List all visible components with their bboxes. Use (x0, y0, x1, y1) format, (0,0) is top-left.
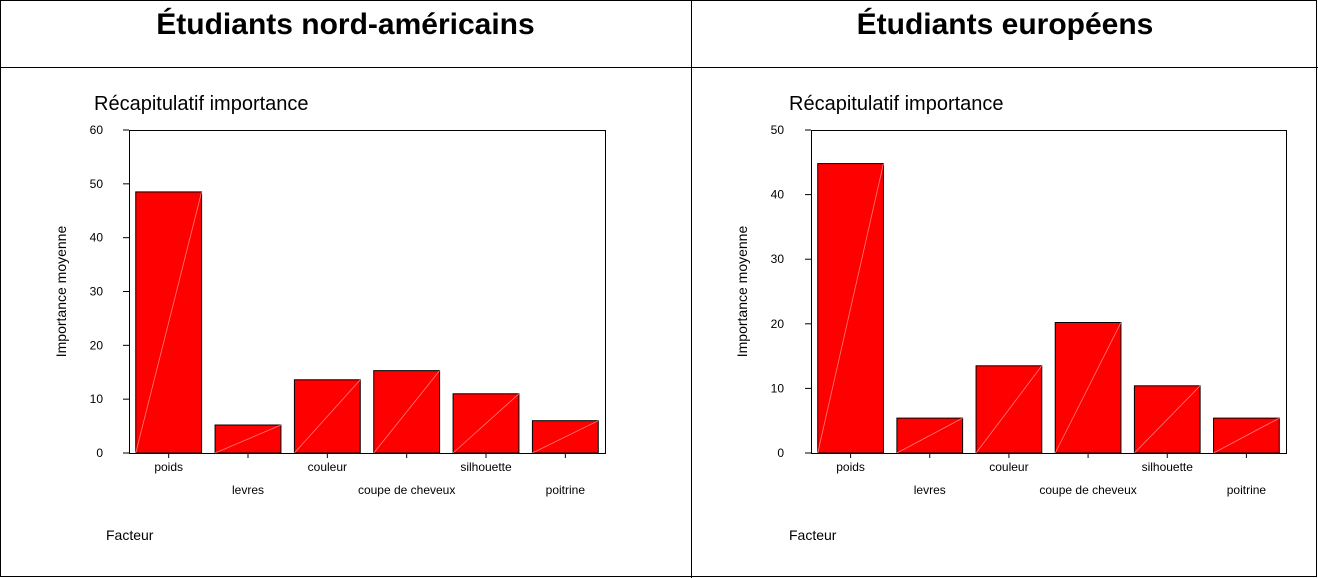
plot-frame (129, 130, 606, 454)
x-tick-label: poids (154, 460, 183, 474)
y-tick-label: 0 (96, 446, 103, 460)
y-tick-label: 60 (90, 123, 104, 137)
x-tick-label: poids (836, 460, 865, 474)
bar-shading-line (817, 163, 884, 454)
panel-heading-north-american: Étudiants nord-américains (156, 8, 535, 41)
x-tick-label: coupe de cheveux (358, 483, 455, 497)
panel-heading-european: Étudiants européens (856, 8, 1154, 41)
x-tick-label: poitrine (1227, 483, 1267, 497)
x-tick-label: levres (914, 483, 946, 497)
chart-title: Récapitulatif importance (789, 93, 1004, 115)
bar-shading-line (373, 370, 440, 454)
bar-shading-line (975, 365, 1043, 454)
y-axis-label: Importance moyenne (53, 226, 69, 358)
y-tick-label: 30 (90, 285, 104, 299)
bar-shading-line (1213, 417, 1280, 454)
plot-frame (811, 130, 1287, 454)
y-tick-label: 50 (771, 123, 785, 137)
chart-title: Récapitulatif importance (94, 93, 309, 115)
y-tick-label: 10 (90, 392, 104, 406)
y-tick-label: 0 (777, 446, 784, 460)
x-axis-label: Facteur (106, 527, 154, 543)
bar-shading-line (532, 420, 599, 454)
y-tick-label: 40 (90, 231, 104, 245)
y-tick-label: 30 (771, 252, 785, 266)
x-tick-label: coupe de cheveux (1039, 483, 1136, 497)
bar-shading-line (135, 191, 202, 454)
y-tick-label: 50 (90, 177, 104, 191)
bar-shading-line (214, 424, 282, 454)
y-tick-label: 10 (771, 381, 785, 395)
y-axis-label: Importance moyenne (734, 226, 750, 358)
x-tick-label: poitrine (546, 483, 586, 497)
x-tick-label: silhouette (460, 460, 512, 474)
y-tick-label: 20 (90, 338, 104, 352)
x-tick-label: silhouette (1142, 460, 1194, 474)
bar-shading-line (896, 417, 963, 454)
bar-shading-line (452, 393, 520, 454)
x-tick-label: levres (232, 483, 264, 497)
y-tick-label: 20 (771, 317, 785, 331)
bar-shading-line (1134, 385, 1201, 454)
x-tick-label: couleur (989, 460, 1028, 474)
bar-shading-line (294, 379, 361, 454)
y-tick-label: 40 (771, 188, 785, 202)
x-tick-label: couleur (308, 460, 347, 474)
bar-shading-line (1054, 322, 1122, 454)
x-axis-label: Facteur (789, 527, 837, 543)
